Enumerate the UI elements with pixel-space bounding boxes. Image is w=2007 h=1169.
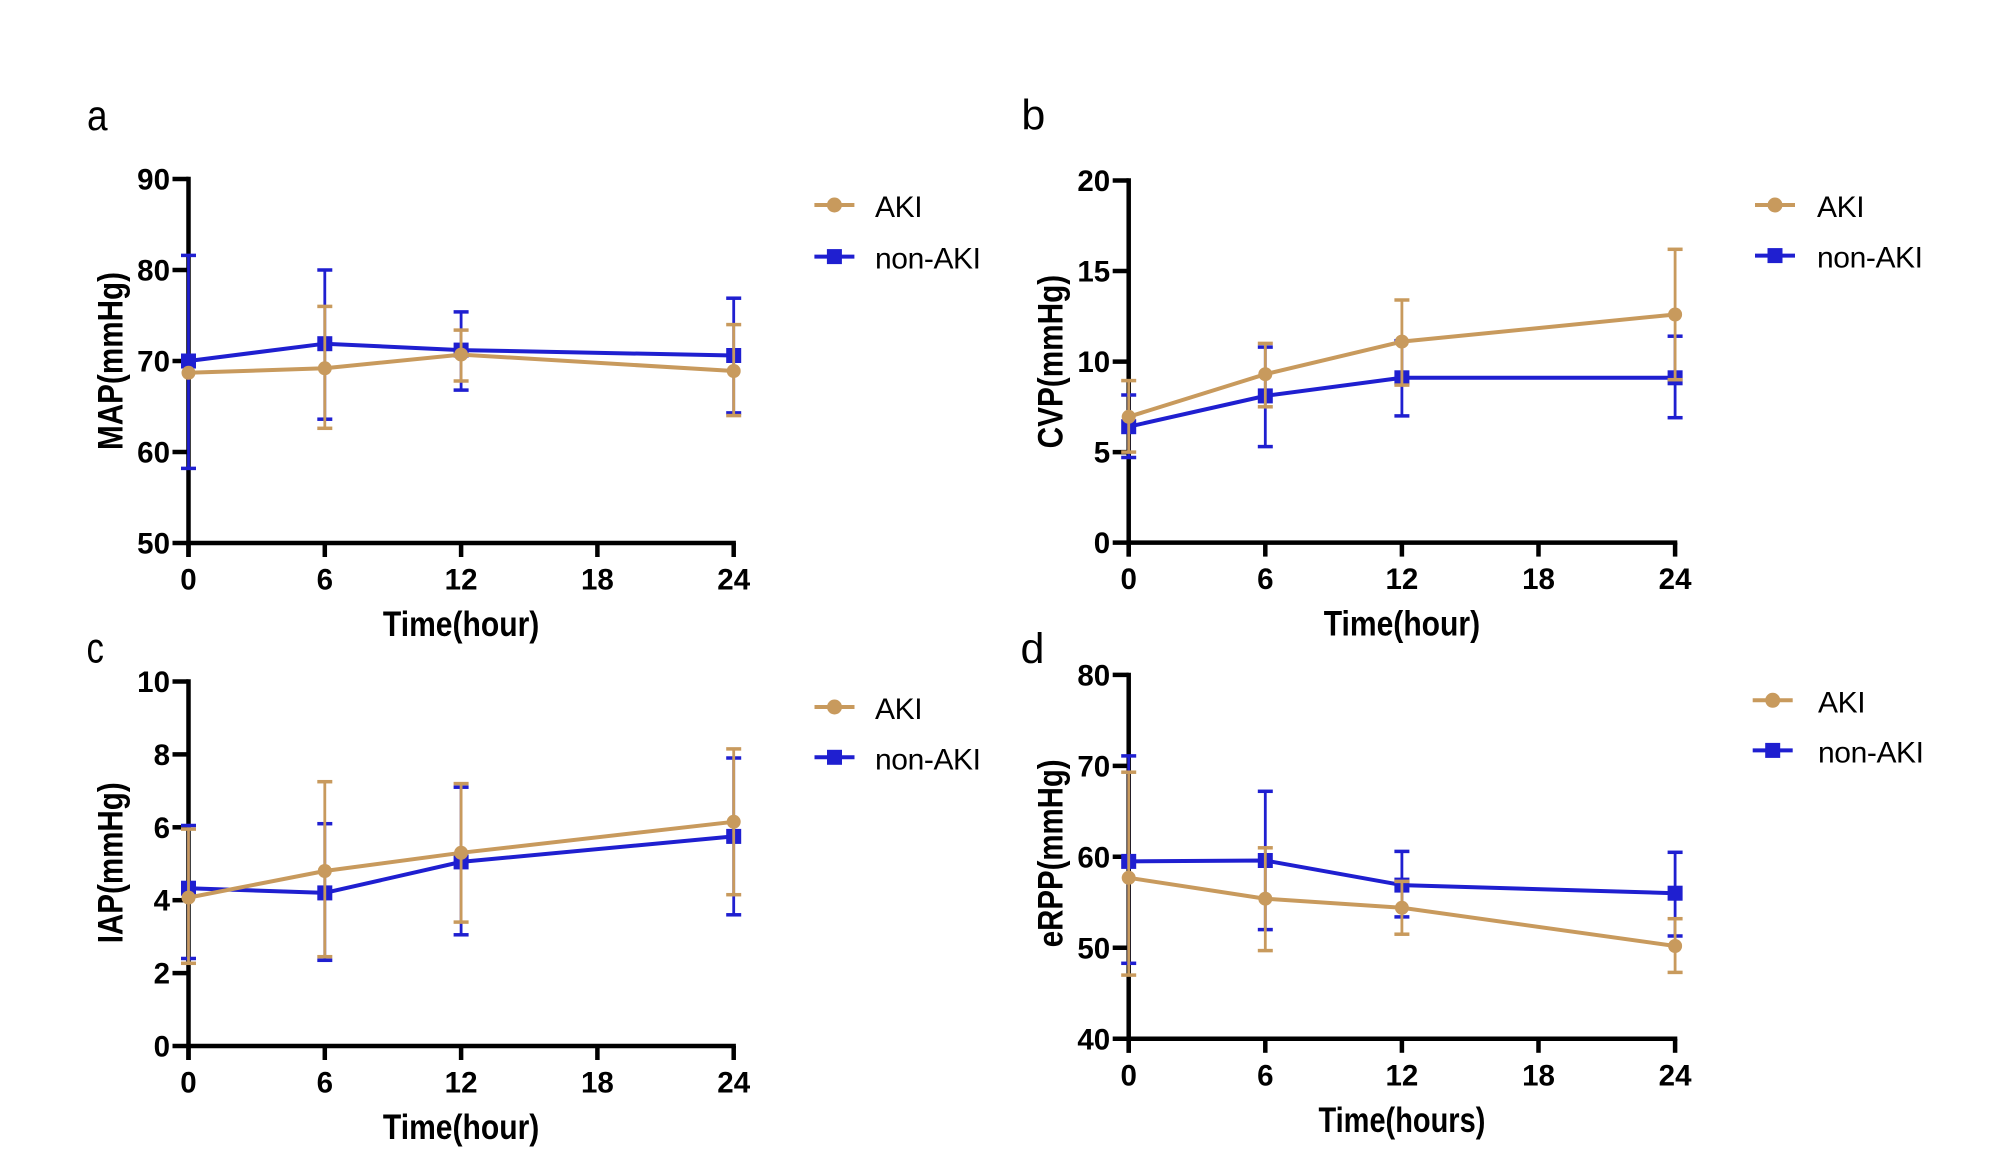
- svg-text:80: 80: [137, 255, 170, 288]
- svg-text:24: 24: [717, 1067, 750, 1100]
- svg-text:18: 18: [581, 564, 614, 597]
- svg-text:0: 0: [1094, 527, 1110, 560]
- svg-text:90: 90: [137, 164, 170, 197]
- svg-text:18: 18: [581, 1067, 614, 1100]
- svg-text:non-AKI: non-AKI: [875, 243, 981, 276]
- svg-text:AKI: AKI: [875, 191, 922, 224]
- svg-text:0: 0: [154, 1031, 170, 1064]
- svg-text:IAP(mmHg): IAP(mmHg): [91, 782, 130, 943]
- svg-text:70: 70: [1077, 750, 1110, 783]
- svg-text:24: 24: [1659, 1059, 1692, 1092]
- svg-text:AKI: AKI: [1817, 191, 1864, 224]
- svg-text:2: 2: [154, 958, 170, 991]
- svg-text:6: 6: [1257, 563, 1273, 596]
- svg-text:40: 40: [1077, 1023, 1110, 1056]
- svg-text:CVP(mmHg): CVP(mmHg): [1031, 275, 1070, 448]
- svg-text:6: 6: [1257, 1059, 1273, 1092]
- svg-text:12: 12: [1385, 1059, 1418, 1092]
- svg-text:b: b: [1021, 92, 1045, 140]
- svg-text:6: 6: [317, 1067, 333, 1100]
- svg-text:24: 24: [717, 564, 750, 597]
- svg-text:6: 6: [317, 564, 333, 597]
- svg-text:non-AKI: non-AKI: [875, 743, 981, 776]
- svg-text:eRPP(mmHg): eRPP(mmHg): [1031, 759, 1070, 947]
- svg-text:0: 0: [1120, 563, 1136, 596]
- svg-text:18: 18: [1522, 1059, 1555, 1092]
- svg-text:12: 12: [445, 564, 478, 597]
- svg-text:a: a: [87, 92, 108, 139]
- svg-text:non-AKI: non-AKI: [1818, 736, 1924, 769]
- svg-text:60: 60: [1077, 841, 1110, 874]
- svg-text:10: 10: [1077, 346, 1110, 379]
- svg-text:Time(hour): Time(hour): [1324, 603, 1480, 643]
- svg-text:6: 6: [154, 812, 170, 845]
- svg-text:AKI: AKI: [1818, 686, 1865, 719]
- svg-text:5: 5: [1094, 437, 1110, 470]
- svg-text:24: 24: [1659, 563, 1692, 596]
- svg-text:12: 12: [445, 1067, 478, 1100]
- svg-text:c: c: [87, 625, 104, 672]
- svg-text:60: 60: [137, 437, 170, 470]
- svg-text:10: 10: [137, 666, 170, 699]
- svg-text:8: 8: [154, 739, 170, 772]
- svg-text:50: 50: [1077, 932, 1110, 965]
- svg-text:non-AKI: non-AKI: [1817, 242, 1923, 275]
- svg-text:18: 18: [1522, 563, 1555, 596]
- svg-text:MAP(mmHg): MAP(mmHg): [91, 272, 130, 450]
- svg-text:70: 70: [137, 346, 170, 379]
- svg-text:50: 50: [137, 528, 170, 561]
- svg-text:Time(hours): Time(hours): [1318, 1100, 1485, 1139]
- svg-text:Time(hour): Time(hour): [383, 604, 539, 644]
- svg-text:0: 0: [180, 1067, 196, 1100]
- svg-text:20: 20: [1077, 165, 1110, 198]
- svg-text:12: 12: [1385, 563, 1418, 596]
- svg-text:Time(hour): Time(hour): [383, 1107, 539, 1147]
- svg-text:0: 0: [180, 564, 196, 597]
- svg-text:AKI: AKI: [875, 693, 922, 726]
- svg-text:0: 0: [1120, 1059, 1136, 1092]
- svg-text:4: 4: [154, 885, 171, 918]
- svg-text:d: d: [1021, 625, 1045, 673]
- svg-text:80: 80: [1077, 659, 1110, 692]
- svg-text:15: 15: [1077, 256, 1110, 289]
